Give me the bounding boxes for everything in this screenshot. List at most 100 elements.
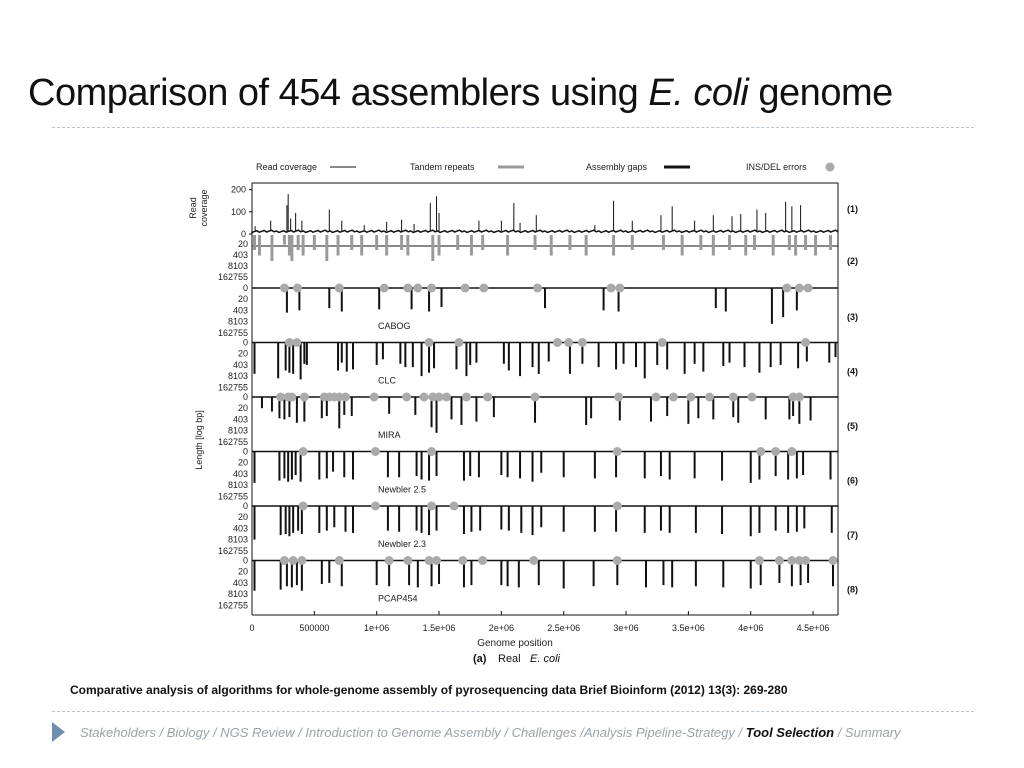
panel-label: (1)	[847, 204, 858, 214]
indel-error-dot	[341, 392, 351, 402]
indel-error-dot	[801, 338, 811, 347]
title-italic: E. coli	[648, 72, 749, 114]
coverage-axis-label: Readcoverage	[188, 189, 209, 226]
indel-error-dot	[276, 392, 286, 402]
indel-error-dot	[334, 556, 344, 565]
length-ytick-label: 0	[243, 447, 248, 457]
indel-error-dot	[369, 392, 379, 402]
indel-error-dot	[419, 392, 429, 402]
length-ytick-label: 20	[238, 294, 248, 304]
indel-error-dot	[754, 556, 764, 565]
length-ytick-label: 403	[233, 360, 248, 370]
length-ytick-label: 403	[233, 469, 248, 479]
indel-error-dot	[788, 392, 798, 402]
coverage-axis-label-line: coverage	[199, 189, 209, 226]
indel-error-dot	[478, 556, 488, 565]
repeat-ytick-label: 162755	[218, 272, 248, 282]
length-ytick-label: 162755	[218, 328, 248, 338]
indel-error-dot	[287, 392, 297, 402]
indel-error-dot	[402, 392, 412, 402]
indel-error-dot	[612, 447, 622, 456]
length-ytick-label: 8103	[228, 480, 248, 490]
indel-error-dot	[434, 392, 444, 402]
panel-label: (7)	[847, 530, 858, 540]
indel-error-dot	[787, 556, 797, 565]
assembler-name: PCAP454	[378, 594, 418, 604]
breadcrumb-current[interactable]: Tool Selection	[745, 725, 835, 740]
indel-error-dot	[615, 283, 625, 293]
panel-label: (4)	[847, 367, 858, 377]
coverage-ytick-label: 100	[231, 207, 246, 217]
x-tick-label: 4e+06	[738, 623, 763, 633]
legend-label-0: Read coverage	[256, 162, 317, 172]
indel-error-dot	[454, 338, 464, 347]
indel-error-dot	[292, 338, 302, 347]
indel-error-dot	[424, 556, 434, 565]
indel-error-dot	[461, 392, 471, 402]
x-tick-label: 1e+06	[364, 623, 389, 633]
indel-error-dot	[529, 556, 539, 565]
indel-error-dot	[298, 501, 308, 511]
length-ytick-label: 162755	[218, 491, 248, 501]
indel-error-dot	[334, 283, 344, 293]
indel-error-dot	[379, 283, 389, 293]
indel-error-dot	[686, 392, 696, 402]
assembler-name: CLC	[378, 376, 397, 386]
length-ytick-label: 403	[233, 523, 248, 533]
divider-top	[52, 127, 974, 128]
legend-label-1: Tandem repeats	[410, 162, 475, 172]
indel-error-dot	[370, 447, 380, 456]
indel-error-dot	[460, 283, 470, 293]
indel-error-dot	[747, 392, 757, 402]
length-ytick-label: 8103	[228, 535, 248, 545]
indel-error-dot	[756, 447, 766, 456]
indel-error-dot	[403, 283, 413, 293]
x-tick-label: 2.5e+06	[547, 623, 580, 633]
indel-error-dot	[705, 392, 715, 402]
indel-error-dot	[612, 501, 622, 511]
breadcrumb-suffix[interactable]: / Summary	[834, 725, 901, 740]
indel-error-dot	[334, 392, 344, 402]
indel-error-dot	[284, 338, 294, 347]
indel-error-dot	[288, 556, 298, 565]
indel-error-dot	[279, 283, 289, 293]
repeat-ytick-label: 403	[233, 250, 248, 260]
length-ytick-label: 8103	[228, 371, 248, 381]
indel-error-dot	[427, 447, 437, 456]
indel-error-dot	[293, 283, 303, 293]
length-ytick-label: 162755	[218, 600, 248, 610]
indel-error-dot	[458, 556, 468, 565]
indel-error-dot	[794, 283, 804, 293]
length-axis-label: Length [log bp]	[194, 410, 204, 470]
indel-error-dot	[403, 556, 413, 565]
length-ytick-label: 0	[243, 501, 248, 511]
indel-error-dot	[606, 283, 616, 293]
indel-error-dot	[668, 392, 678, 402]
indel-error-dot	[427, 283, 437, 293]
figure-caption: Comparative analysis of algorithms for w…	[70, 683, 788, 697]
breadcrumb-prefix[interactable]: Stakeholders / Biology / NGS Review / In…	[80, 725, 746, 740]
indel-error-dot	[483, 392, 493, 402]
indel-error-dot	[370, 501, 380, 511]
assembler-name: Newbler 2.3	[378, 539, 426, 549]
x-tick-label: 3.5e+06	[672, 623, 705, 633]
x-axis-label: Genome position	[477, 638, 553, 649]
nav-arrow-icon[interactable]	[52, 722, 65, 742]
length-ytick-label: 403	[233, 305, 248, 315]
coverage-ytick-label: 200	[231, 185, 246, 195]
x-tick-label: 3e+06	[613, 623, 638, 633]
length-ytick-label: 20	[238, 567, 248, 577]
length-ytick-label: 8103	[228, 426, 248, 436]
indel-error-dot	[801, 556, 811, 565]
indel-error-dot	[299, 392, 309, 402]
length-ytick-label: 162755	[218, 382, 248, 392]
indel-error-dot	[384, 556, 394, 565]
indel-error-dot	[530, 392, 540, 402]
x-tick-label: 2e+06	[489, 623, 514, 633]
indel-error-dot	[298, 447, 308, 456]
legend-label-2: Assembly gaps	[586, 162, 648, 172]
slide-title: Comparison of 454 assemblers using E. co…	[28, 72, 893, 115]
length-ytick-label: 0	[243, 283, 248, 293]
indel-error-dot	[428, 392, 438, 402]
length-ytick-label: 20	[238, 458, 248, 468]
